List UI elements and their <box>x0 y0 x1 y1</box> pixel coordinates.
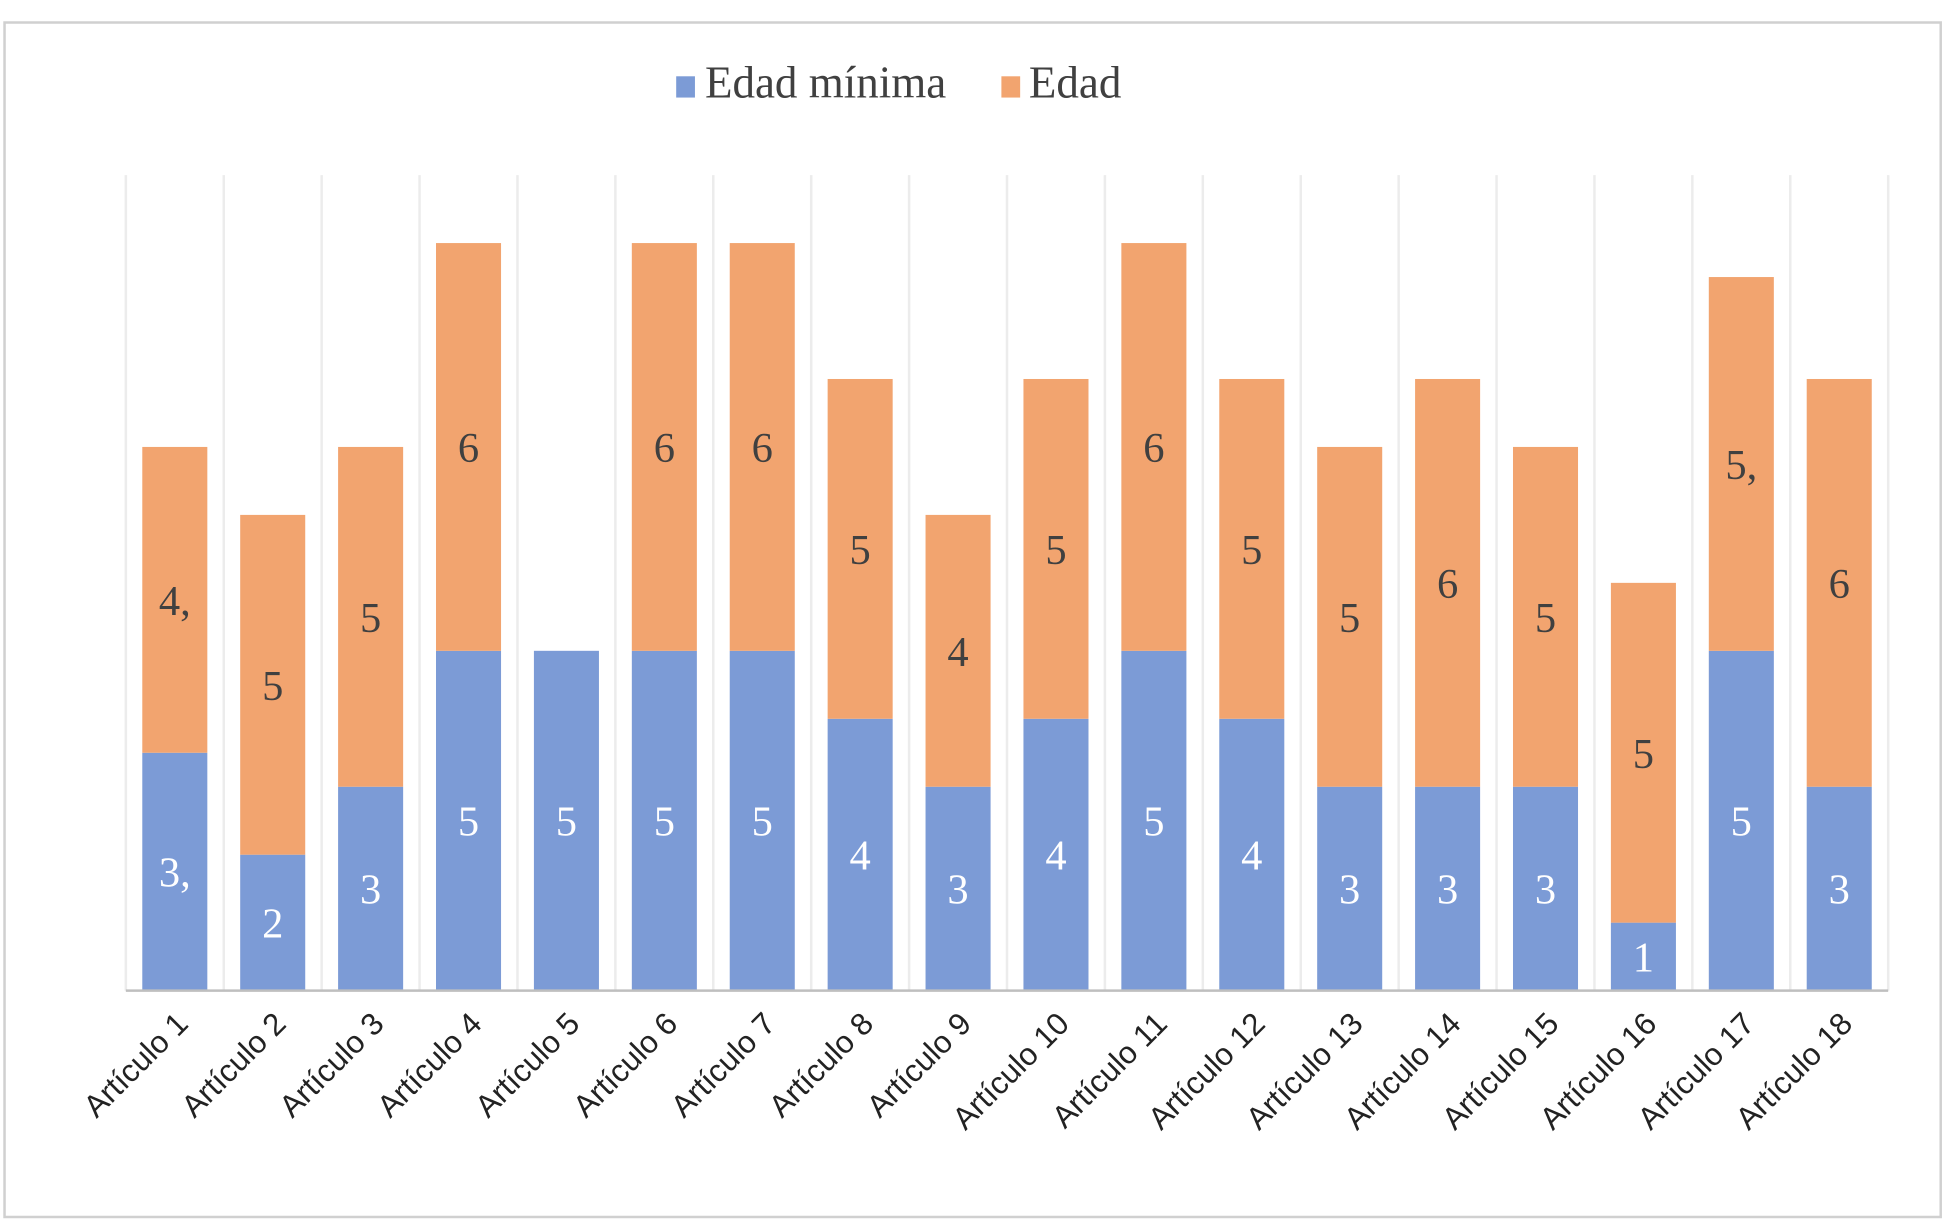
bar-edad-minima <box>533 650 599 991</box>
data-label: 6 <box>458 425 479 472</box>
bar-edad-minima <box>1023 718 1089 991</box>
data-label: 5 <box>1633 731 1654 778</box>
bar-edad-minima <box>1317 786 1383 991</box>
bar-edad <box>1121 243 1187 651</box>
legend: Edad mínima Edad <box>676 58 1121 108</box>
data-label: 5, <box>1725 442 1757 489</box>
data-label: 5 <box>1143 799 1164 846</box>
data-label: 3 <box>947 867 968 914</box>
bar-edad <box>1317 446 1383 787</box>
bar-edad-minima <box>729 650 795 991</box>
data-label: 2 <box>262 901 283 948</box>
bar-edad-minima <box>1610 922 1676 991</box>
data-label: 4 <box>1241 833 1262 880</box>
data-label: 5 <box>556 799 577 846</box>
data-label: 6 <box>1829 561 1850 608</box>
legend-swatch-edad <box>1001 76 1021 98</box>
bar-edad <box>1415 378 1481 787</box>
data-label: 5 <box>360 595 381 642</box>
data-label: 4 <box>850 833 871 880</box>
data-label: 4, <box>159 578 191 625</box>
bar-edad-minima <box>1121 650 1187 991</box>
bar-edad-minima <box>1415 786 1481 991</box>
data-label: 5 <box>850 527 871 574</box>
data-label: 5 <box>1339 595 1360 642</box>
data-label: 6 <box>1143 425 1164 472</box>
data-label: 5 <box>262 663 283 710</box>
bar-edad-minima <box>1806 786 1872 991</box>
bar-edad <box>1708 277 1774 651</box>
bar-edad <box>1219 378 1285 719</box>
data-label: 5 <box>752 799 773 846</box>
bar-edad-minima <box>1219 718 1285 991</box>
data-label: 6 <box>752 425 773 472</box>
data-label: 3 <box>1339 867 1360 914</box>
bar-edad <box>142 446 208 753</box>
bar-edad <box>827 378 893 719</box>
data-label: 5 <box>458 799 479 846</box>
data-label: 3 <box>1829 867 1850 914</box>
bar-edad <box>240 514 306 855</box>
data-label: 5 <box>654 799 675 846</box>
legend-swatch-edad-minima <box>676 76 695 98</box>
bar-edad-minima <box>631 650 697 991</box>
data-label: 6 <box>1437 561 1458 608</box>
data-label: 3 <box>1437 867 1458 914</box>
bar-edad <box>1806 378 1872 787</box>
data-label: 5 <box>1731 799 1752 846</box>
bar-edad-minima <box>240 854 306 991</box>
bar-edad-minima <box>925 786 991 991</box>
bar-edad-minima <box>142 752 208 991</box>
bar-edad <box>925 514 991 787</box>
data-label: 3 <box>360 867 381 914</box>
data-label: 5 <box>1241 527 1262 574</box>
bar-edad-minima <box>1708 650 1774 991</box>
data-label: 3 <box>1535 867 1556 914</box>
bar-edad <box>729 243 795 651</box>
bar-edad-minima <box>827 718 893 991</box>
data-label: 4 <box>1045 833 1066 880</box>
data-label: 5 <box>1045 527 1066 574</box>
legend-label-edad-minima: Edad mínima <box>705 58 946 108</box>
bar-edad <box>1610 582 1676 923</box>
data-label: 3, <box>159 850 191 897</box>
bar-edad <box>338 446 404 787</box>
data-label: 4 <box>947 629 968 676</box>
data-label: 6 <box>654 425 675 472</box>
bar-edad-minima <box>436 650 502 991</box>
bar-edad <box>1023 378 1089 719</box>
bar-edad-minima <box>338 786 404 991</box>
bar-edad <box>436 243 502 651</box>
bar-edad <box>631 243 697 651</box>
data-label: 1 <box>1633 935 1654 982</box>
data-label: 5 <box>1535 595 1556 642</box>
bar-edad-minima <box>1512 786 1579 991</box>
bar-edad <box>1512 446 1579 787</box>
legend-label-edad: Edad <box>1029 58 1122 108</box>
